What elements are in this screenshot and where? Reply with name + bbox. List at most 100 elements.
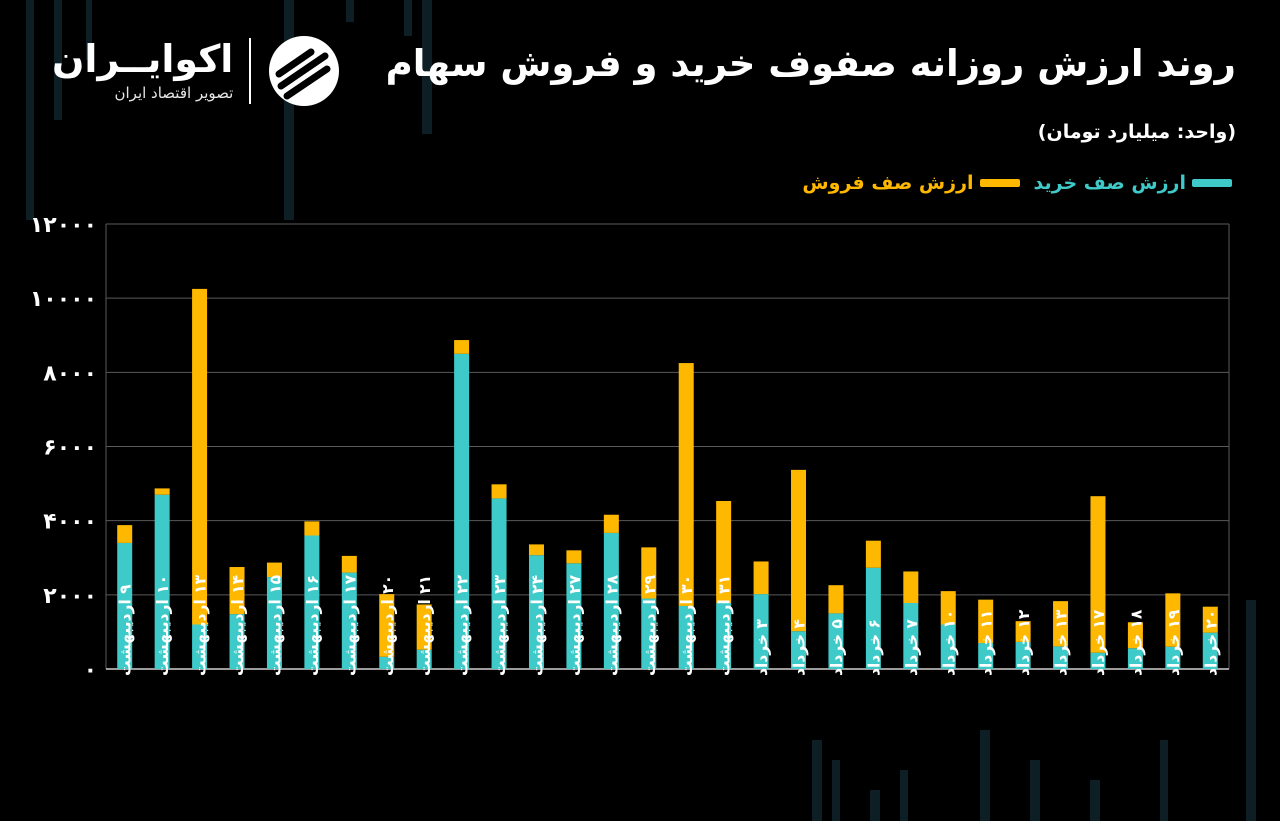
bar-buy xyxy=(341,572,357,669)
x-tick-label: ۳۰ اردیبهشت xyxy=(678,575,696,676)
x-tick-label: ۲۰ خرداد xyxy=(1202,610,1220,676)
bar-buy xyxy=(491,498,507,669)
bar-buy xyxy=(266,577,282,669)
bar-buy xyxy=(379,656,395,669)
bar-buy xyxy=(791,631,807,669)
background-column xyxy=(1030,760,1040,821)
x-tick-label: ۱۸ خرداد xyxy=(1127,609,1145,676)
background-column xyxy=(346,0,354,22)
grid-lines xyxy=(105,223,1230,670)
bar-buy xyxy=(528,555,544,669)
chart-title: روند ارزش روزانه صفوف خرید و فروش سهام xyxy=(385,42,1236,85)
y-tick-label: ۲۰۰۰ xyxy=(43,584,97,609)
x-tick-label: ۲۰ اردیبهشت xyxy=(379,575,397,676)
bar-buy xyxy=(1053,646,1069,669)
background-column xyxy=(900,770,908,821)
y-tick-label: ۱۲۰۰۰ xyxy=(30,213,97,238)
brand-divider xyxy=(249,38,252,104)
bar-sell xyxy=(716,501,732,603)
x-tick-label: ۲۸ اردیبهشت xyxy=(603,574,621,676)
bar-buy xyxy=(1127,648,1143,669)
bar-sell xyxy=(379,594,395,657)
bar-sell xyxy=(978,599,994,644)
bar-buy xyxy=(1015,641,1031,669)
y-tick-label: ۶۰۰۰ xyxy=(43,436,97,461)
y-axis-ticks: ۰ ۲۰۰۰ ۴۰۰۰ ۶۰۰۰ ۸۰۰۰ ۱۰۰۰۰ ۱۲۰۰۰ xyxy=(30,213,97,683)
legend: ارزش صف خرید ارزش صف فروش xyxy=(802,172,1232,194)
y-tick-label: ۰ xyxy=(84,658,97,683)
y-tick-label: ۸۰۰۰ xyxy=(43,361,97,386)
bar-buy xyxy=(978,643,994,669)
brand-text: اکوایــران تصویر اقتصاد ایران xyxy=(52,39,234,102)
bar-sell xyxy=(1127,622,1143,649)
bars xyxy=(117,288,1218,669)
x-tick-label: ۱۴ اردیبهشت xyxy=(229,575,247,676)
bar-sell xyxy=(1090,496,1106,653)
bar-buy xyxy=(1165,646,1181,669)
x-tick-label: ۱۲ خرداد xyxy=(1015,609,1033,676)
bar-buy xyxy=(566,563,582,669)
x-tick-label: ۹ اردیبهشت xyxy=(117,584,135,676)
bar-buy xyxy=(753,594,769,669)
bar-sell xyxy=(903,571,919,603)
background-column xyxy=(980,730,990,821)
x-tick-label: ۲۱ اردیبهشت xyxy=(416,575,434,676)
background-column xyxy=(404,0,412,36)
bar-sell xyxy=(678,363,694,606)
x-tick-label: ۲۴ اردیبهشت xyxy=(528,575,546,676)
background-column xyxy=(832,760,840,821)
x-tick-label: ۳ خرداد xyxy=(753,619,771,676)
bar-buy xyxy=(716,602,732,669)
y-tick-label: ۱۰۰۰۰ xyxy=(30,287,97,312)
bar-sell xyxy=(154,488,170,495)
legend-swatch-sell xyxy=(979,179,1020,187)
x-tick-label: ۶ خرداد xyxy=(865,619,883,676)
bar-buy xyxy=(828,613,844,669)
bar-sell xyxy=(229,567,245,615)
bar-buy xyxy=(117,542,133,669)
legend-item-buy: ارزش صف خرید xyxy=(1034,172,1232,194)
x-tick-label: ۳۱ اردیبهشت xyxy=(716,575,734,676)
bar-sell xyxy=(1165,593,1181,647)
bar-sell xyxy=(1202,606,1218,633)
bar-buy xyxy=(1090,652,1106,669)
bar-sell xyxy=(528,544,544,556)
bar-sell xyxy=(940,591,956,625)
x-tick-label: ۴ خرداد xyxy=(791,619,809,676)
x-tick-label: ۱۱ خرداد xyxy=(978,610,996,676)
legend-label-sell: ارزش صف فروش xyxy=(802,172,974,194)
bar-sell xyxy=(753,561,769,595)
bar-buy xyxy=(678,605,694,669)
x-tick-label: ۱۹ خرداد xyxy=(1165,609,1183,676)
x-tick-label: ۱۰ اردیبهشت xyxy=(154,575,172,676)
x-tick-label: ۱۳ خرداد xyxy=(1053,609,1071,676)
bar-buy xyxy=(903,602,919,669)
bar-sell xyxy=(192,288,208,625)
bar-sell xyxy=(341,555,357,573)
x-tick-label: ۱۰ خرداد xyxy=(940,610,958,676)
x-tick-label: ۲۲ اردیبهشت xyxy=(454,574,472,676)
x-tick-label: ۵ خرداد xyxy=(828,619,846,676)
brand-tagline: تصویر اقتصاد ایران xyxy=(114,83,234,102)
legend-label-buy: ارزش صف خرید xyxy=(1033,172,1186,194)
bar-buy xyxy=(641,598,657,669)
unit-label: (واحد: میلیارد تومان) xyxy=(1037,121,1236,143)
bar-sell xyxy=(266,562,282,578)
background-column xyxy=(812,740,822,821)
brand-logo: اکوایــران تصویر اقتصاد ایران xyxy=(52,34,341,108)
x-tick-label: ۷ خرداد xyxy=(903,619,921,676)
x-tick-label: ۱۷ خرداد xyxy=(1090,609,1108,676)
bar-buy xyxy=(454,353,470,669)
bar-buy xyxy=(229,614,245,669)
bar-sell xyxy=(828,585,844,614)
bar-buy xyxy=(940,624,956,669)
background-column xyxy=(422,0,432,134)
bar-sell xyxy=(454,340,470,354)
x-tick-label: ۱۳ اردیبهشت xyxy=(192,574,210,676)
x-tick-label: ۱۷ اردیبهشت xyxy=(341,574,359,676)
y-tick-label: ۴۰۰۰ xyxy=(43,510,97,535)
background-column xyxy=(54,0,62,120)
background-column xyxy=(1090,780,1100,821)
background-column xyxy=(86,0,92,60)
